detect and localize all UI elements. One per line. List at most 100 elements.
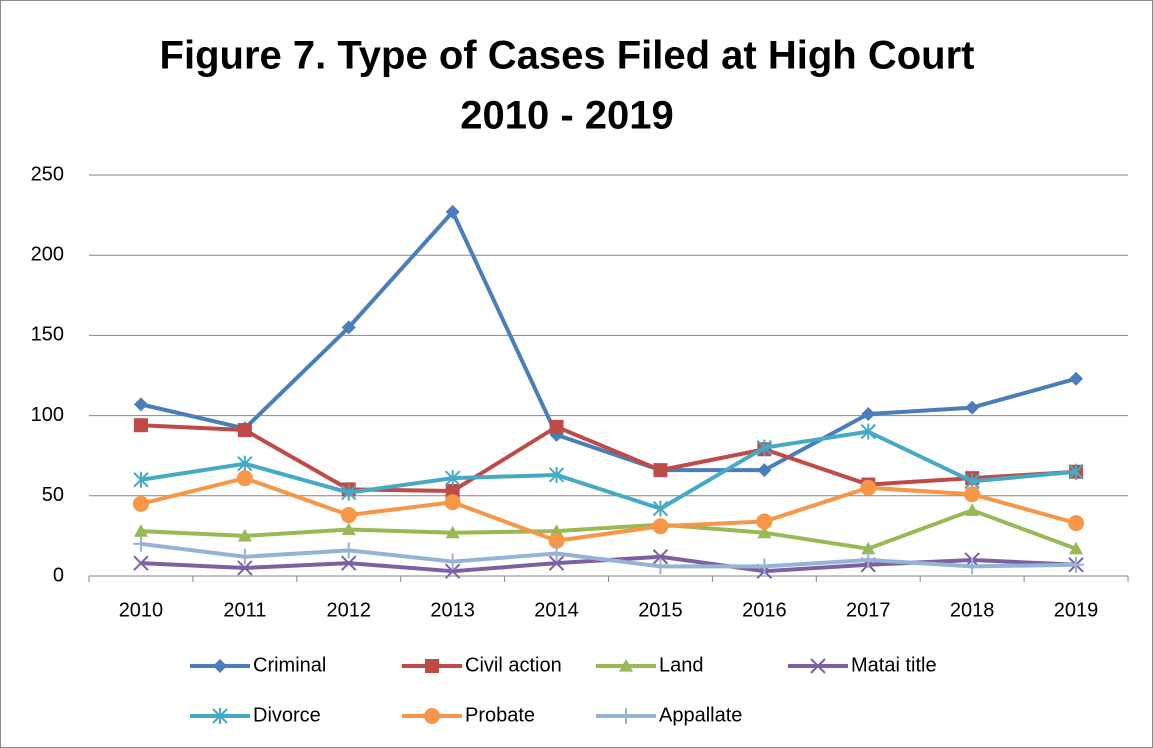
marker-shape: [341, 555, 357, 571]
marker: [133, 397, 148, 412]
legend-label: Land: [659, 654, 704, 676]
marker: [133, 555, 149, 571]
marker-shape: [548, 545, 565, 562]
marker-shape: [860, 423, 876, 440]
y-tick-label: 250: [31, 163, 64, 185]
marker-shape: [132, 495, 149, 512]
marker: [652, 500, 669, 517]
marker: [237, 455, 253, 472]
marker-shape: [1068, 556, 1085, 573]
legend-label: Divorce: [253, 704, 321, 726]
marker: [445, 525, 460, 539]
series-line: [140, 476, 1077, 543]
marker-shape: [340, 542, 357, 559]
marker-shape: [965, 503, 980, 516]
marker-shape: [1068, 463, 1084, 480]
marker: [548, 532, 565, 549]
marker-shape: [444, 553, 461, 570]
marker: [964, 558, 981, 575]
y-tick-label: 0: [53, 564, 64, 586]
marker: [756, 513, 773, 530]
x-tick-label: 2015: [638, 599, 683, 621]
marker: [425, 659, 439, 673]
marker: [756, 439, 773, 456]
marker-shape: [861, 406, 876, 421]
marker: [756, 558, 773, 575]
marker: [1068, 463, 1084, 480]
marker: [618, 708, 634, 724]
legend-label: Appallate: [659, 704, 742, 726]
marker-shape: [237, 423, 252, 438]
x-tick-label: 2014: [534, 599, 579, 621]
marker: [1068, 515, 1085, 532]
marker: [444, 563, 461, 579]
legend-label: Criminal: [253, 654, 326, 676]
marker-shape: [652, 518, 669, 535]
marker: [861, 541, 876, 555]
marker: [548, 545, 565, 562]
marker-shape: [964, 486, 981, 503]
marker: [341, 555, 357, 571]
marker-shape: [618, 708, 634, 724]
marker: [237, 528, 252, 542]
marker-shape: [965, 400, 980, 415]
marker-shape: [1069, 541, 1084, 555]
marker: [860, 479, 877, 496]
marker: [133, 471, 149, 488]
marker-shape: [133, 397, 148, 412]
marker: [652, 518, 669, 535]
series-line: [140, 429, 1077, 511]
marker-shape: [237, 560, 253, 576]
x-tick-label: 2013: [430, 599, 475, 621]
marker-shape: [236, 470, 253, 487]
marker: [810, 658, 826, 674]
marker-shape: [1069, 371, 1084, 386]
marker-shape: [548, 532, 565, 549]
marker: [133, 418, 148, 433]
marker-shape: [861, 541, 876, 555]
marker-shape: [444, 494, 461, 511]
marker-shape: [424, 708, 440, 724]
marker-shape: [341, 522, 356, 536]
marker-shape: [964, 558, 981, 575]
chart-title: Figure 7. Type of Cases Filed at High Co…: [160, 34, 975, 78]
marker-shape: [445, 483, 460, 498]
marker: [757, 463, 772, 478]
marker-shape: [653, 463, 668, 478]
y-tick-label: 100: [31, 404, 64, 426]
marker-shape: [133, 524, 148, 537]
marker-shape: [757, 463, 772, 478]
chart-title: 2010 - 2019: [460, 94, 674, 138]
marker: [424, 708, 440, 724]
legend-label: Matai title: [851, 654, 937, 676]
marker: [548, 466, 565, 483]
marker: [965, 400, 980, 415]
marker: [1068, 556, 1085, 573]
x-tick-label: 2017: [846, 599, 891, 621]
marker-shape: [236, 548, 253, 565]
marker: [652, 558, 669, 575]
marker: [236, 548, 253, 565]
marker: [861, 406, 876, 421]
marker-shape: [619, 659, 633, 672]
marker-shape: [425, 659, 439, 673]
marker-shape: [757, 525, 772, 539]
marker-shape: [445, 204, 460, 219]
marker: [1069, 541, 1084, 555]
y-tick-label: 200: [31, 243, 64, 265]
x-tick-label: 2010: [119, 599, 164, 621]
marker-shape: [652, 558, 669, 575]
marker: [237, 423, 252, 438]
marker-shape: [756, 513, 773, 530]
marker-shape: [133, 555, 149, 571]
series-line: [140, 541, 1077, 569]
marker-shape: [1068, 515, 1085, 532]
marker-shape: [341, 484, 357, 501]
x-tick-label: 2016: [742, 599, 787, 621]
marker: [237, 560, 253, 576]
legend-label: Probate: [465, 704, 535, 726]
marker: [964, 486, 981, 503]
marker-shape: [237, 528, 252, 542]
marker-shape: [445, 525, 460, 539]
